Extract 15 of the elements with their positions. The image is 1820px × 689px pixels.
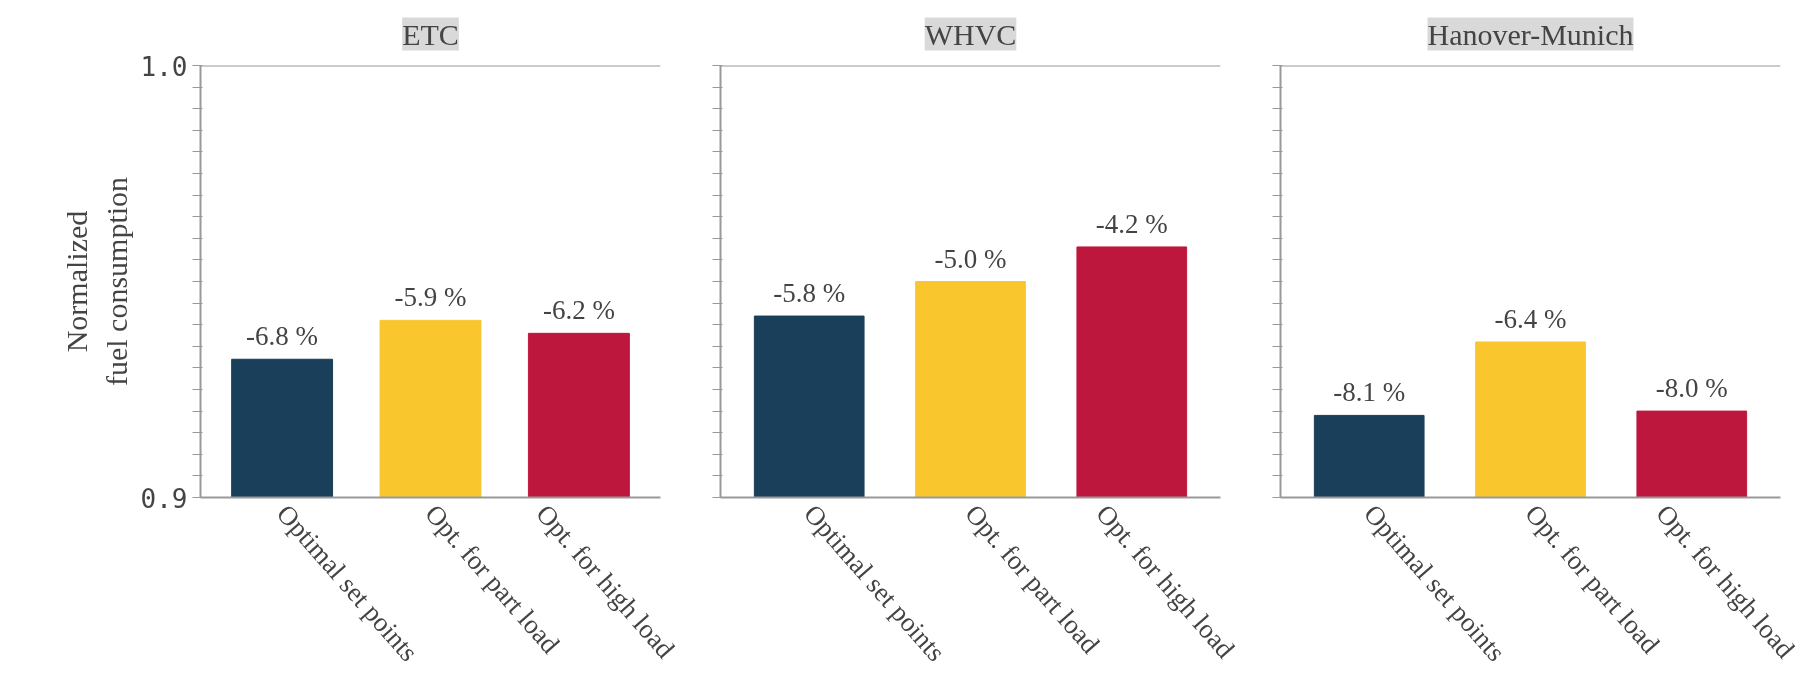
y-tick-label: 1.0 — [140, 51, 188, 82]
chart-title: WHVC — [924, 17, 1017, 51]
y-tick-label: 0.9 — [140, 483, 188, 514]
chart-title: ETC — [402, 17, 459, 51]
annotation: -6.8 % — [246, 321, 319, 352]
annotation: -6.4 % — [1494, 303, 1567, 334]
annotation: -8.0 % — [1655, 373, 1728, 404]
annotation: -5.8 % — [773, 278, 846, 309]
y-axis-title: Normalized fuel consumption — [59, 176, 133, 387]
annotation: -5.9 % — [394, 282, 467, 313]
annotation: -6.2 % — [542, 295, 615, 326]
annotation: -5.0 % — [934, 243, 1007, 274]
annotation: -4.2 % — [1095, 208, 1168, 239]
annotation: -8.1 % — [1333, 377, 1406, 408]
chart-title: Hanover-Munich — [1427, 17, 1634, 51]
